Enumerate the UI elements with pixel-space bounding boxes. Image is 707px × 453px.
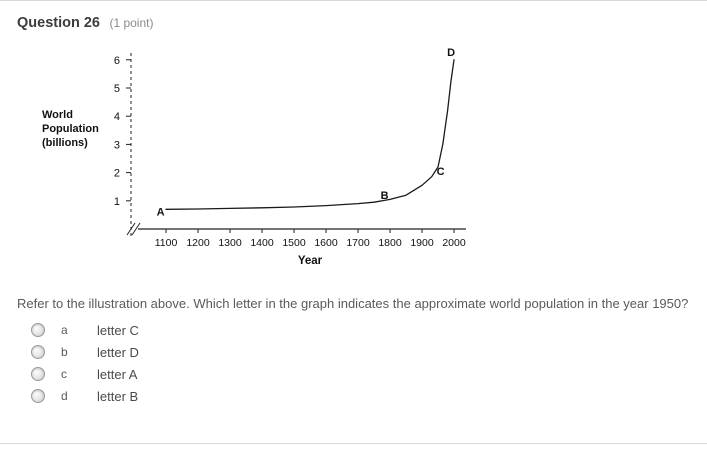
svg-text:1600: 1600 xyxy=(314,237,338,249)
svg-text:A: A xyxy=(157,207,165,219)
svg-text:4: 4 xyxy=(114,111,120,123)
population-graph-svg: 1 2 3 4 5 6 World Population (billions) 1100 1200 1… xyxy=(42,47,466,267)
option-radio-c[interactable] xyxy=(31,367,45,381)
option-label[interactable]: letter C xyxy=(97,322,139,338)
svg-text:2000: 2000 xyxy=(442,237,466,249)
option-radio-a[interactable] xyxy=(31,323,45,337)
svg-text:B: B xyxy=(381,190,389,202)
svg-text:1700: 1700 xyxy=(346,237,370,249)
svg-text:1800: 1800 xyxy=(378,237,402,249)
svg-text:C: C xyxy=(437,166,445,178)
option-label[interactable]: letter D xyxy=(97,344,139,360)
options-list: a letter C b letter D c letter A d lette… xyxy=(31,319,139,407)
svg-text:1900: 1900 xyxy=(410,237,434,249)
option-radio-b[interactable] xyxy=(31,345,45,359)
svg-text:6: 6 xyxy=(114,55,120,67)
option-row-a[interactable]: a letter C xyxy=(31,319,139,341)
svg-text:World: World xyxy=(42,109,73,121)
option-row-c[interactable]: c letter A xyxy=(31,363,139,385)
option-key: d xyxy=(61,389,68,403)
svg-text:1200: 1200 xyxy=(186,237,210,249)
svg-text:5: 5 xyxy=(114,83,120,95)
svg-text:D: D xyxy=(447,47,455,59)
svg-text:Year: Year xyxy=(298,255,323,267)
svg-text:1: 1 xyxy=(114,196,120,208)
question-header: Question 26 (1 point) xyxy=(17,14,153,32)
population-graph: 1 2 3 4 5 6 World Population (billions) 1100 1200 1… xyxy=(36,45,486,291)
svg-text:1100: 1100 xyxy=(155,237,178,249)
svg-text:1500: 1500 xyxy=(282,237,306,249)
svg-text:(billions): (billions) xyxy=(42,137,88,149)
option-key: a xyxy=(61,323,68,337)
question-text: Refer to the illustration above. Which l… xyxy=(17,296,689,311)
option-label[interactable]: letter A xyxy=(97,366,138,382)
svg-text:3: 3 xyxy=(114,139,120,151)
option-row-d[interactable]: d letter B xyxy=(31,385,139,407)
option-key: c xyxy=(61,367,67,381)
option-label[interactable]: letter B xyxy=(97,388,139,404)
svg-text:1400: 1400 xyxy=(250,237,274,249)
svg-text:1300: 1300 xyxy=(218,237,242,249)
option-radio-d[interactable] xyxy=(31,389,45,403)
svg-text:Population: Population xyxy=(42,123,99,135)
option-row-b[interactable]: b letter D xyxy=(31,341,139,363)
option-key: b xyxy=(61,345,68,359)
svg-text:2: 2 xyxy=(114,168,120,180)
bottom-divider xyxy=(0,443,707,444)
question-title: Question 26 xyxy=(17,15,100,31)
question-points: (1 point) xyxy=(109,16,154,30)
